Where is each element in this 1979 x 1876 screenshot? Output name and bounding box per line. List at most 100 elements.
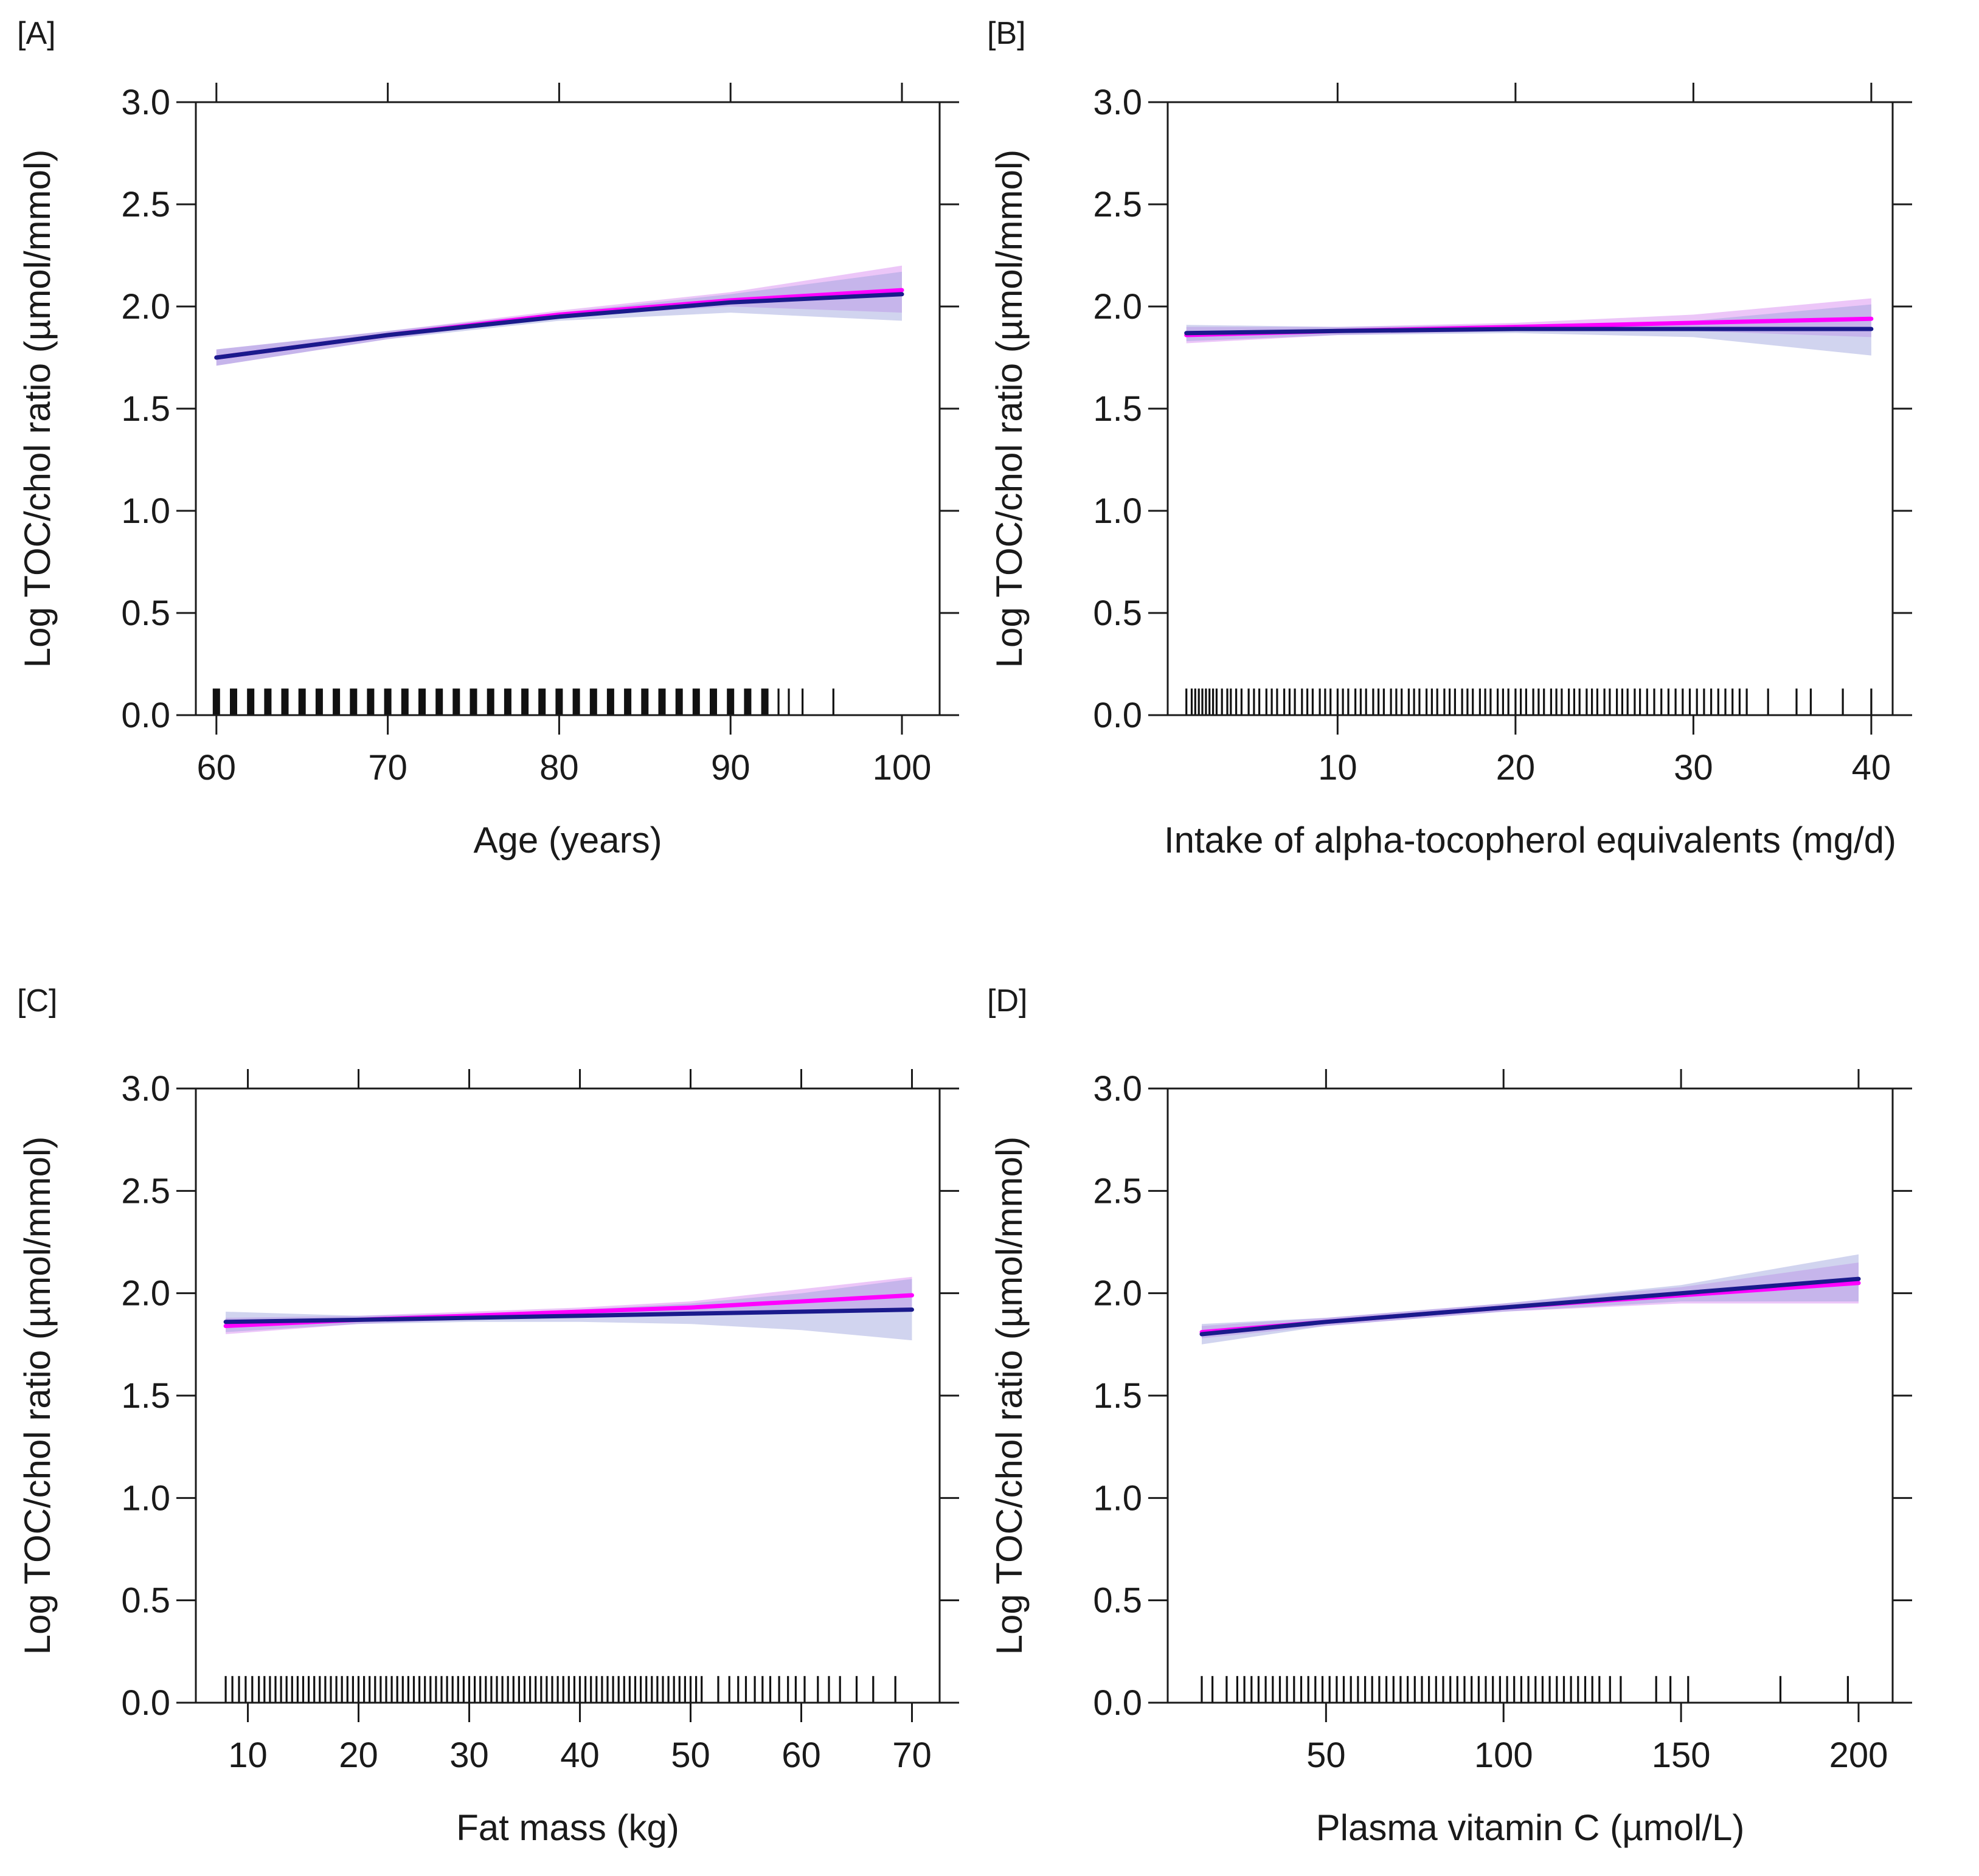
- rug-mark: [717, 1676, 719, 1702]
- rug-mark: [1208, 688, 1211, 715]
- rug-mark: [1342, 1676, 1345, 1702]
- rug-mark: [1616, 688, 1618, 715]
- rug-mark: [1578, 688, 1581, 715]
- rug-mark: [828, 1676, 830, 1702]
- rug-mark: [1846, 1676, 1849, 1702]
- rug-mark: [794, 1676, 797, 1702]
- rug-mark: [761, 1676, 764, 1702]
- x-tick-label: 50: [1306, 1736, 1346, 1775]
- rug-mark: [521, 688, 529, 715]
- x-tick-label: 30: [1674, 748, 1713, 787]
- rug-mark: [231, 1676, 234, 1702]
- rug-mark: [710, 688, 717, 715]
- rug-mark: [264, 688, 272, 715]
- rug-mark: [212, 688, 220, 715]
- rug-mark: [1294, 688, 1296, 715]
- rug-mark: [1272, 1676, 1274, 1702]
- rug-mark: [1506, 1676, 1508, 1702]
- plot-frame: [195, 101, 941, 716]
- y-tick-label: 0.5: [121, 594, 170, 633]
- rug-mark: [487, 688, 494, 715]
- rug-mark: [692, 688, 700, 715]
- rug-mark: [727, 688, 735, 715]
- rug-mark: [357, 1676, 360, 1702]
- plot-frame: [1166, 101, 1894, 716]
- rug-mark: [1537, 688, 1540, 715]
- rug-mark: [578, 1676, 581, 1702]
- rug-mark: [1687, 1676, 1690, 1702]
- x-tick-label: 100: [873, 748, 932, 787]
- rug-mark: [640, 1676, 642, 1702]
- rug-mark: [451, 1676, 454, 1702]
- rug-mark: [1336, 1676, 1338, 1702]
- rug-mark: [1407, 688, 1410, 715]
- x-axis-title: Intake of alpha-tocopherol equivalents (…: [1164, 820, 1896, 860]
- x-tick-label: 60: [782, 1736, 821, 1775]
- rug-mark: [562, 1676, 564, 1702]
- rug-mark: [1378, 688, 1380, 715]
- x-axis-title: Age (years): [473, 820, 662, 860]
- rug-mark: [1767, 688, 1769, 715]
- rug-mark: [1442, 1676, 1444, 1702]
- rug-mark: [1609, 688, 1611, 715]
- rug-mark: [385, 1676, 387, 1702]
- rug-mark: [1378, 1676, 1381, 1702]
- rug-mark: [595, 1676, 598, 1702]
- rug-mark: [1418, 688, 1421, 715]
- rug-mark: [701, 1676, 703, 1702]
- rug-mark: [412, 1676, 415, 1702]
- y-tick-label: 2.5: [1093, 1171, 1142, 1211]
- rug-mark: [584, 1676, 587, 1702]
- rug-mark: [1520, 688, 1522, 715]
- rug-mark: [744, 688, 752, 715]
- rug-mark: [1359, 688, 1362, 715]
- rug-mark: [1724, 688, 1727, 715]
- y-tick-label: 0.5: [1093, 594, 1142, 633]
- rug-mark: [281, 688, 289, 715]
- y-axis-title: Log TOC/chol ratio (µmol/mmol): [17, 150, 58, 668]
- rug-mark: [1598, 1676, 1601, 1702]
- rug-mark: [1596, 688, 1598, 715]
- rug-mark: [832, 688, 834, 715]
- rug-mark: [1235, 688, 1238, 715]
- rug-mark: [1211, 1676, 1214, 1702]
- panel-label: [B]: [987, 16, 1026, 51]
- rug-mark: [1550, 688, 1552, 715]
- rug-mark: [380, 1676, 382, 1702]
- rug-mark: [538, 688, 546, 715]
- rug-mark: [1591, 688, 1593, 715]
- rug-mark: [258, 1676, 260, 1702]
- rug-mark: [296, 1676, 299, 1702]
- rug-mark: [1311, 688, 1314, 715]
- rug-mark: [429, 1676, 432, 1702]
- x-tick-label: 60: [197, 748, 237, 787]
- rug-mark: [572, 688, 580, 715]
- rug-mark: [1489, 688, 1492, 715]
- rug-mark: [1456, 1676, 1458, 1702]
- rug-mark: [479, 1676, 482, 1702]
- rug-mark: [238, 1676, 240, 1702]
- y-tick-label: 2.0: [121, 1274, 170, 1314]
- rug-mark: [346, 1676, 348, 1702]
- rug-mark: [518, 1676, 520, 1702]
- rug-mark: [247, 688, 255, 715]
- rug-mark: [1382, 688, 1385, 715]
- rug-mark: [1201, 1676, 1203, 1702]
- rug-mark: [285, 1676, 288, 1702]
- rug-mark: [606, 1676, 609, 1702]
- y-tick-label: 1.0: [1093, 491, 1142, 531]
- rug-mark: [1591, 1676, 1593, 1702]
- rug-mark: [551, 1676, 553, 1702]
- rug-mark: [601, 1676, 603, 1702]
- y-tick-label: 0.0: [121, 1683, 170, 1723]
- y-tick-label: 2.5: [121, 185, 170, 224]
- series-line-male: [1199, 1276, 1861, 1337]
- rug-mark: [641, 688, 649, 715]
- rug-mark: [872, 1676, 875, 1702]
- rug-mark: [363, 1676, 366, 1702]
- rug-mark: [244, 1676, 247, 1702]
- rug-mark: [1319, 688, 1321, 715]
- rug-mark: [1428, 1676, 1430, 1702]
- y-tick-label: 0.5: [121, 1581, 170, 1621]
- rug-mark: [1392, 1676, 1395, 1702]
